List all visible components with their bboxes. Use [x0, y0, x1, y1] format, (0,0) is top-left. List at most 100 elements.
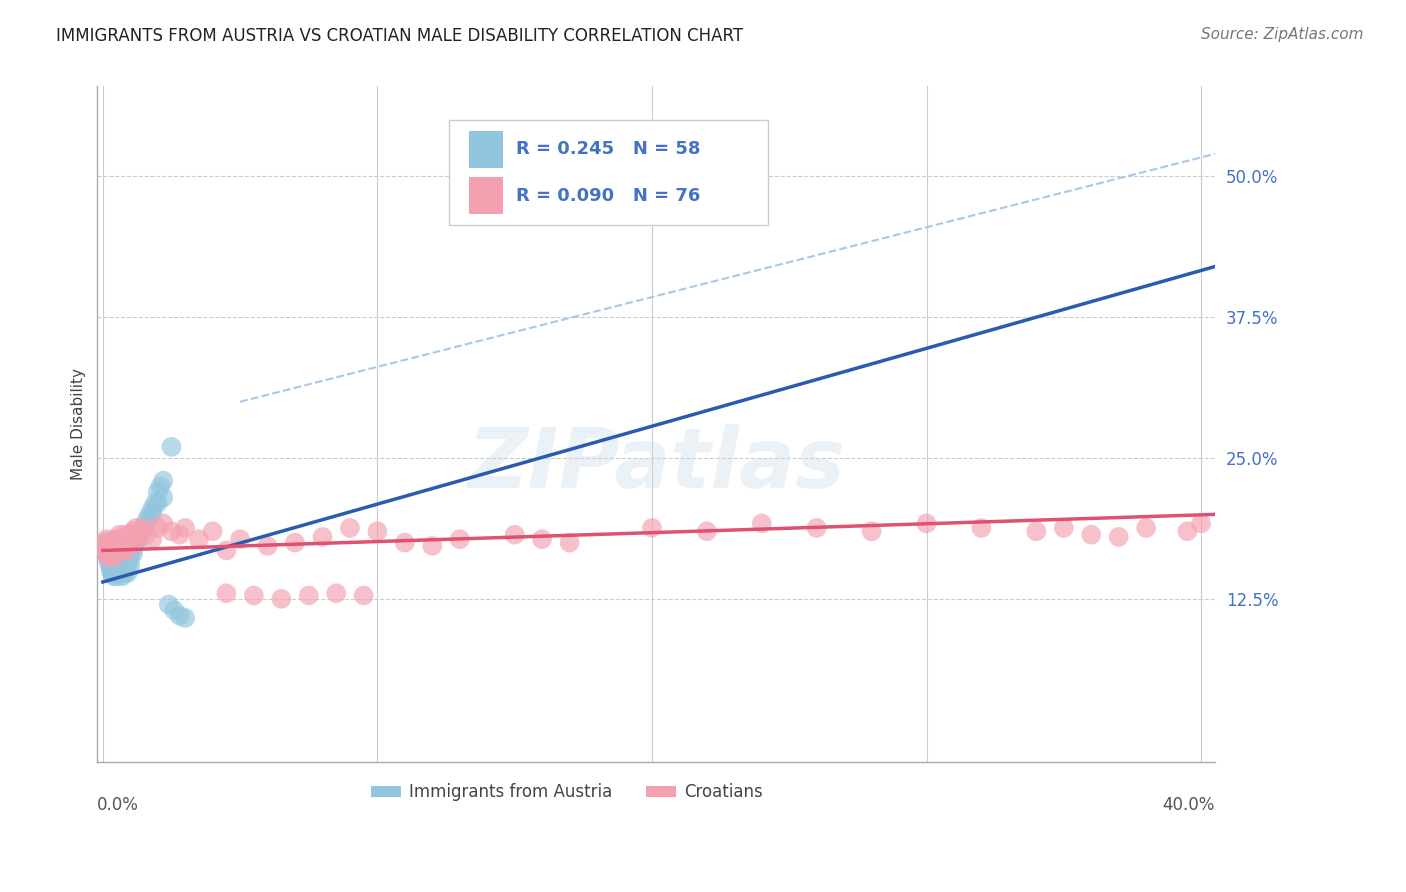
- Point: [117, 558, 139, 573]
- Point: [146, 484, 169, 499]
- Point: [129, 524, 152, 539]
- Point: [105, 547, 128, 561]
- Point: [229, 532, 252, 546]
- Point: [141, 532, 163, 546]
- Point: [103, 569, 125, 583]
- Point: [215, 543, 238, 558]
- Point: [120, 527, 142, 541]
- Bar: [470, 177, 503, 214]
- Point: [284, 535, 307, 549]
- Point: [97, 550, 120, 565]
- Text: Source: ZipAtlas.com: Source: ZipAtlas.com: [1201, 27, 1364, 42]
- Point: [94, 543, 117, 558]
- Point: [503, 527, 526, 541]
- Point: [1108, 530, 1130, 544]
- Point: [311, 530, 333, 544]
- Point: [97, 541, 120, 556]
- Y-axis label: Male Disability: Male Disability: [72, 368, 86, 480]
- Point: [169, 608, 191, 623]
- Point: [108, 566, 131, 580]
- Point: [394, 535, 416, 549]
- Point: [860, 524, 883, 539]
- Point: [117, 535, 139, 549]
- Point: [160, 440, 183, 454]
- Point: [122, 524, 145, 539]
- Point: [129, 524, 152, 539]
- Point: [103, 532, 125, 546]
- Point: [108, 561, 131, 575]
- Text: IMMIGRANTS FROM AUSTRIA VS CROATIAN MALE DISABILITY CORRELATION CHART: IMMIGRANTS FROM AUSTRIA VS CROATIAN MALE…: [56, 27, 744, 45]
- Point: [108, 555, 131, 569]
- Point: [1135, 521, 1157, 535]
- Point: [97, 541, 120, 556]
- Point: [114, 558, 136, 573]
- Point: [125, 530, 148, 544]
- Point: [100, 539, 122, 553]
- Point: [105, 558, 128, 573]
- Point: [256, 539, 278, 553]
- Point: [103, 550, 125, 565]
- Point: [152, 491, 174, 505]
- Point: [120, 550, 142, 565]
- Point: [174, 611, 197, 625]
- Point: [201, 524, 224, 539]
- Point: [531, 532, 554, 546]
- Point: [970, 521, 993, 535]
- Point: [149, 479, 172, 493]
- Legend: Immigrants from Austria, Croatians: Immigrants from Austria, Croatians: [364, 777, 769, 808]
- Point: [915, 516, 938, 531]
- Point: [117, 543, 139, 558]
- Point: [117, 566, 139, 580]
- Point: [114, 532, 136, 546]
- Point: [94, 535, 117, 549]
- Point: [108, 527, 131, 541]
- Point: [152, 474, 174, 488]
- Point: [105, 532, 128, 546]
- Point: [270, 591, 292, 606]
- Point: [111, 532, 134, 546]
- Point: [163, 603, 186, 617]
- Point: [135, 527, 157, 541]
- Point: [1175, 524, 1198, 539]
- Point: [146, 496, 169, 510]
- Point: [100, 535, 122, 549]
- Point: [243, 589, 266, 603]
- Point: [97, 547, 120, 561]
- Point: [125, 535, 148, 549]
- Point: [141, 508, 163, 522]
- Point: [105, 541, 128, 556]
- Point: [1053, 521, 1076, 535]
- Point: [105, 569, 128, 583]
- Point: [103, 566, 125, 580]
- Point: [94, 535, 117, 549]
- Point: [100, 566, 122, 580]
- Point: [103, 558, 125, 573]
- Point: [96, 539, 118, 553]
- Point: [122, 547, 145, 561]
- Text: 40.0%: 40.0%: [1163, 796, 1215, 814]
- Point: [751, 516, 773, 531]
- Bar: [470, 131, 503, 168]
- Point: [100, 547, 122, 561]
- Point: [105, 564, 128, 578]
- Point: [187, 532, 209, 546]
- Point: [298, 589, 321, 603]
- Point: [125, 535, 148, 549]
- Point: [132, 518, 155, 533]
- Point: [169, 527, 191, 541]
- Point: [111, 558, 134, 573]
- Point: [339, 521, 361, 535]
- Point: [98, 550, 121, 565]
- Point: [366, 524, 388, 539]
- Point: [96, 547, 118, 561]
- Point: [120, 558, 142, 573]
- Point: [1080, 527, 1102, 541]
- Point: [120, 532, 142, 546]
- Text: R = 0.090   N = 76: R = 0.090 N = 76: [516, 186, 700, 204]
- Point: [122, 541, 145, 556]
- Point: [125, 521, 148, 535]
- Point: [420, 539, 443, 553]
- Text: R = 0.245   N = 58: R = 0.245 N = 58: [516, 140, 700, 159]
- Bar: [450, 120, 768, 225]
- Point: [94, 532, 117, 546]
